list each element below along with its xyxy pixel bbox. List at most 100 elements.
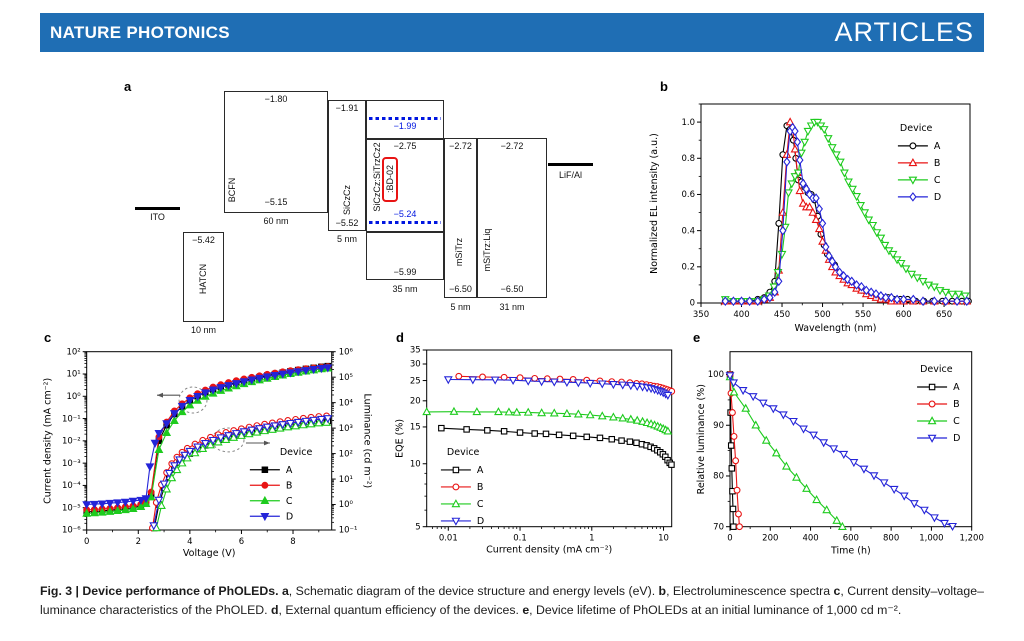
annotation-arrowhead [263,440,270,446]
svg-text:400: 400 [733,310,749,320]
svg-text:800: 800 [883,534,899,544]
svg-text:1: 1 [589,534,594,544]
svg-text:D: D [934,192,941,203]
layer-box-msitrzliq [477,138,547,298]
svg-text:10⁵: 10⁵ [339,373,353,383]
svg-text:Device: Device [900,123,933,134]
svg-text:Voltage (V): Voltage (V) [183,548,236,559]
svg-text:0: 0 [690,299,695,309]
svg-text:10⁻³: 10⁻³ [62,459,81,469]
svg-text:0.2: 0.2 [681,263,695,273]
thickness-label: 5 nm [450,302,471,312]
chart-b-svg: 350 400 450 500 550 600 650 0 0.2 0.4 0.6 0.8 1.0 Wav… [649,103,972,334]
layer-name-siczcz: SiCzCz [342,184,352,216]
layer-box-bcfn [224,91,328,213]
layer-name-eml-host: SiCzCz:SiTrzCz2 [372,142,382,212]
eml-host-lumo-line [366,138,444,140]
svg-text:EQE (%): EQE (%) [395,419,406,458]
energy-label: −1.80 [264,94,288,104]
svg-text:Device: Device [280,447,313,458]
energy-label: −5.99 [393,267,417,277]
svg-text:20: 20 [410,397,421,407]
svg-text:10: 10 [658,534,669,544]
panel-label-d: d [396,330,404,345]
svg-text:10⁶: 10⁶ [339,347,354,357]
figure-caption: Fig. 3 | Device performance of PhOLEDs. … [40,584,984,617]
svg-text:400: 400 [802,534,818,544]
svg-text:C: C [477,499,484,510]
svg-text:650: 650 [936,310,952,320]
svg-text:10: 10 [410,459,421,469]
chart-e-svg: 0 200 400 600 800 1,000 1,200 70 80 90 100 Time (h)… [696,351,984,557]
svg-text:10¹: 10¹ [66,370,80,380]
svg-text:70: 70 [713,522,724,532]
svg-text:350: 350 [693,310,709,320]
eml-host-homo-line [366,231,444,233]
svg-text:Relative luminance (%): Relative luminance (%) [696,384,707,494]
panel-label-e: e [693,330,701,345]
svg-text:5: 5 [415,522,420,532]
svg-text:10⁻¹: 10⁻¹ [339,526,358,536]
svg-text:6: 6 [239,537,244,547]
dopant-homo-dotted-line [369,221,441,224]
axes: 0.01 0.1 1 10 5 10 15 20 25 30 35 Current density (… [395,346,673,556]
svg-text:0.01: 0.01 [439,534,458,544]
svg-text:30: 30 [410,360,421,370]
svg-text:200: 200 [762,534,778,544]
energy-level-diagram: ITO −5.42 HATCN 10 nm −1.80 −5.15 BCFN 6… [120,80,615,340]
svg-text:15: 15 [410,423,421,433]
layer-box-siczcz [328,100,366,231]
thickness-label: 5 nm [336,234,357,244]
jv-luminance-chart: 0 2 4 6 8 10² 10¹ 10⁰ 10⁻¹ 10⁻² 10⁻³ 10⁻⁴ 10⁻⁵ 10⁻⁶ 10… [36,336,384,562]
svg-text:10⁻⁶: 10⁻⁶ [62,526,81,536]
chart-c-svg: 0 2 4 6 8 10² 10¹ 10⁰ 10⁻¹ 10⁻² 10⁻³ 10⁻⁴ 10⁻⁵ 10⁻⁶ 10… [43,347,373,559]
svg-text:D: D [477,516,484,527]
cathode-label: LiF/Al [558,170,582,180]
svg-text:500: 500 [814,310,830,320]
svg-text:A: A [286,465,293,476]
layer-name-msitrzliq: mSiTrz:Liq [482,228,492,272]
svg-text:B: B [477,482,484,493]
energy-label: −5.52 [335,218,359,228]
series-C [422,406,673,435]
svg-text:10⁰: 10⁰ [66,392,81,402]
svg-text:Device: Device [447,447,480,458]
svg-text:0.1: 0.1 [513,534,527,544]
svg-text:10³: 10³ [339,424,353,434]
energy-label: −6.50 [449,284,472,294]
thickness-label: 31 nm [499,302,525,312]
svg-text:C: C [286,496,293,507]
svg-text:0.4: 0.4 [681,226,695,236]
svg-text:2: 2 [136,537,141,547]
svg-text:D: D [286,511,293,522]
svg-text:C: C [953,416,960,427]
svg-text:10⁻⁴: 10⁻⁴ [62,481,81,491]
svg-text:550: 550 [855,310,871,320]
axes: 0 200 400 600 800 1,000 1,200 70 80 90 100 Time (h)… [696,351,984,557]
svg-text:10²: 10² [339,449,353,459]
svg-text:1,200: 1,200 [960,534,984,544]
series-D-lum [149,415,333,531]
svg-text:Current density (mA cm⁻²): Current density (mA cm⁻²) [486,545,612,556]
svg-text:600: 600 [843,534,859,544]
svg-text:90: 90 [713,421,724,431]
energy-label: −1.99 [393,121,417,131]
svg-text:1.0: 1.0 [681,118,695,128]
svg-text:25: 25 [410,376,421,386]
svg-text:B: B [934,158,941,169]
eqe-chart: 0.01 0.1 1 10 5 10 15 20 25 30 35 Current density (… [390,336,690,558]
el-spectra-chart: 350 400 450 500 550 600 650 0 0.2 0.4 0.6 0.8 1.0 Wav… [640,85,1024,335]
energy-label: −6.50 [500,284,524,294]
energy-label: −1.91 [335,103,359,113]
energy-label: −2.75 [393,141,417,151]
svg-text:A: A [477,465,484,476]
series-D [725,372,957,532]
svg-text:Current density (mA cm⁻²): Current density (mA cm⁻²) [43,378,54,504]
svg-text:10⁴: 10⁴ [339,398,354,408]
svg-text:10²: 10² [66,347,80,357]
svg-text:450: 450 [774,310,790,320]
layer-box-hatcn [183,232,224,322]
energy-label: −5.42 [192,235,215,245]
series-D [82,364,333,510]
